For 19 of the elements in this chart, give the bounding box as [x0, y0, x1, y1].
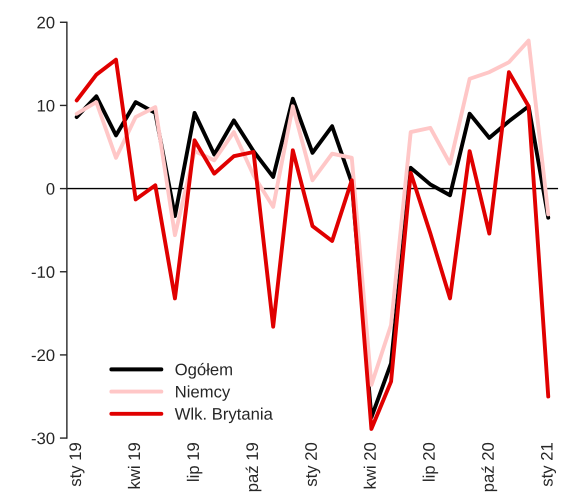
- y-tick-label: 10: [38, 100, 54, 112]
- y-tick-label: 0: [46, 182, 54, 195]
- x-tick-label: paź 19: [246, 443, 262, 492]
- x-tick-label: kwi 20: [364, 442, 376, 488]
- x-tick-label: sty 21: [540, 443, 556, 486]
- legend-label: Niemcy: [176, 385, 230, 401]
- y-tick-label: -30: [32, 432, 54, 444]
- line-series: [74, 38, 550, 387]
- x-tick-label: lip 19: [186, 443, 202, 481]
- legend-label: Ogółem: [175, 362, 232, 379]
- x-tick-label: paź 20: [481, 442, 498, 492]
- x-tick-label: lip 20: [422, 442, 438, 481]
- x-tick-label: sty 20: [305, 442, 320, 486]
- legend-label: Wlk. Brytania: [174, 408, 273, 424]
- x-tick-label: kwi 19: [128, 443, 140, 488]
- y-tick-label: -10: [32, 266, 54, 278]
- x-tick-label: sty 19: [69, 443, 84, 486]
- y-tick-label: 20: [37, 16, 54, 28]
- y-tick-label: -20: [32, 349, 54, 362]
